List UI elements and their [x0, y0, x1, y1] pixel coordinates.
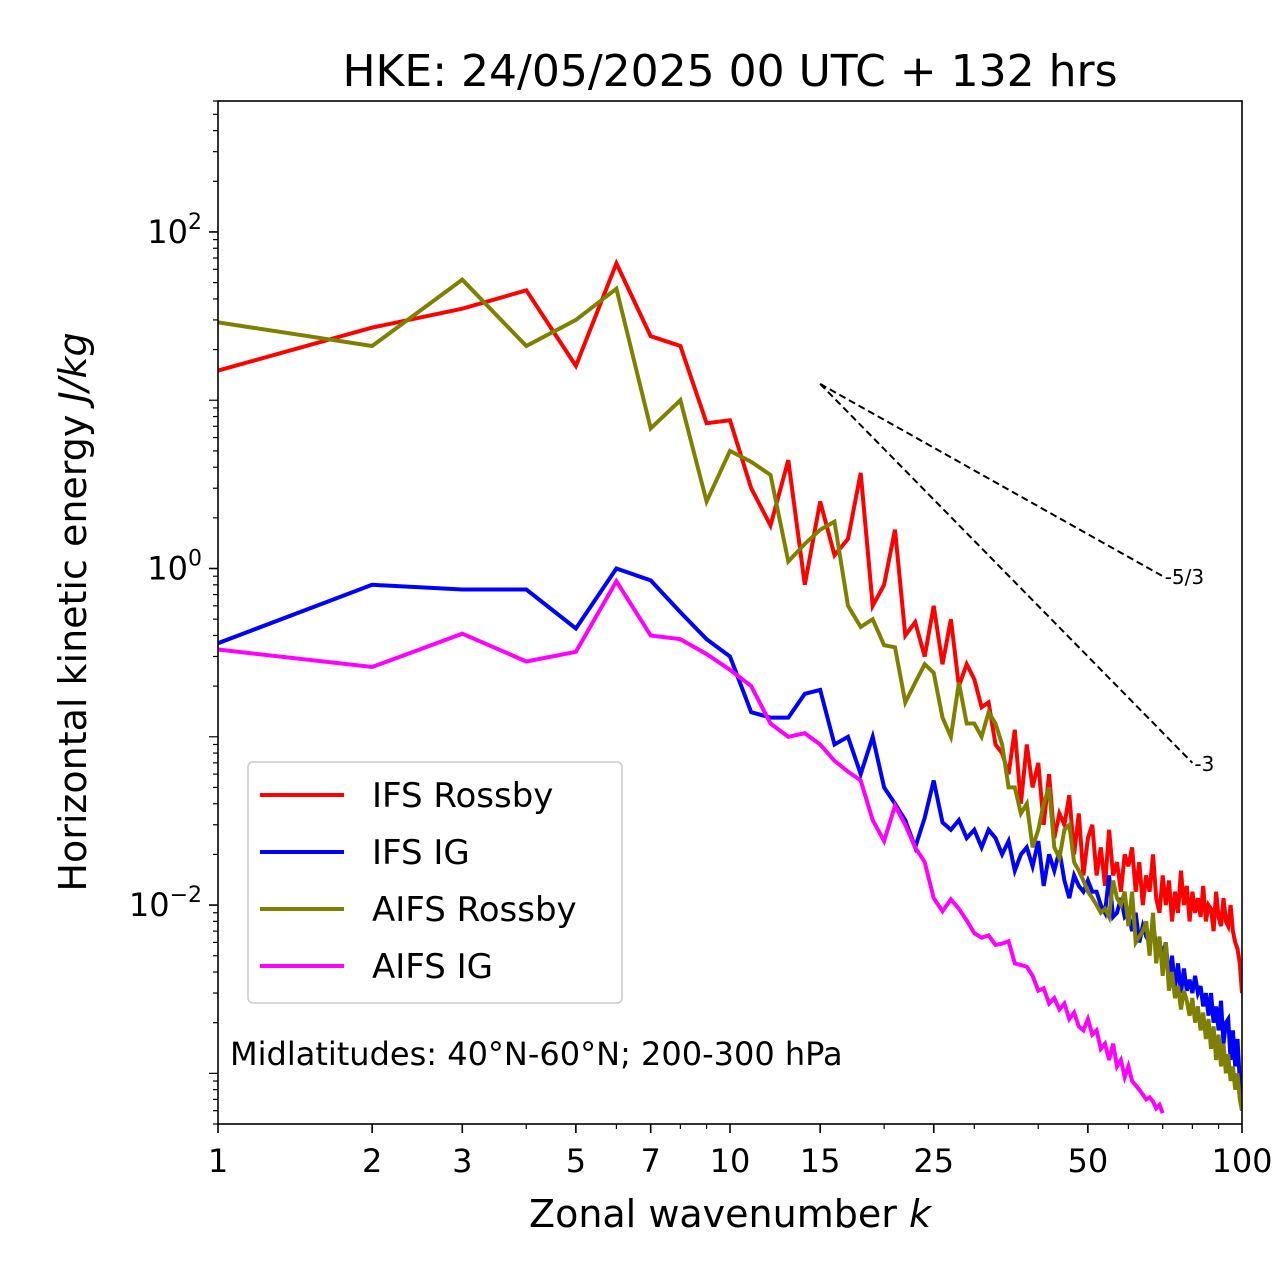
legend-box: [247, 761, 623, 1004]
legend-label: IFS IG: [372, 833, 470, 873]
reference-line-label: -5/3: [1165, 565, 1204, 589]
legend-label: AIFS Rossby: [372, 890, 577, 930]
legend: IFS Rossby IFS IG AIFS Rossby AIFS IG: [247, 761, 623, 1004]
y-tick-label: 100: [147, 547, 202, 588]
legend-label: AIFS IG: [372, 947, 493, 987]
axis-ticks: 1 2 3 5 7 10 15 25 50 100 102 100 10−2: [129, 100, 1273, 1180]
reference-line-3: [819, 383, 1194, 764]
chart-title: HKE: 24/05/2025 00 UTC + 132 hrs: [342, 46, 1117, 97]
x-tick-label: 100: [1211, 1142, 1272, 1180]
series-line-ifs-ig: [218, 566, 1242, 1111]
region-annotation: Midlatitudes: 40°N-60°N; 200-300 hPa: [230, 1035, 843, 1073]
x-tick-label: 5: [566, 1142, 586, 1180]
x-tick-label: 15: [800, 1142, 841, 1180]
series-line-aifs-ig: [218, 577, 1165, 1114]
x-tick-label: 50: [1068, 1142, 1109, 1180]
x-tick-label: 10: [710, 1142, 751, 1180]
y-tick-label: 102: [147, 210, 202, 251]
series-layer: [218, 258, 1242, 1114]
reference-lines: -5/3 -3: [819, 383, 1214, 776]
series-line-aifs-rossby: [218, 277, 1242, 1112]
x-tick-label: 1: [208, 1142, 228, 1180]
y-axis-title: Horizontal kinetic energy J/kg: [51, 332, 95, 891]
x-tick-label: 3: [452, 1142, 472, 1180]
legend-label: IFS Rossby: [372, 776, 553, 816]
y-tick-label: 10−2: [129, 883, 202, 924]
x-tick-label: 7: [641, 1142, 661, 1180]
x-tick-label: 25: [913, 1142, 954, 1180]
x-tick-label: 2: [362, 1142, 382, 1180]
reference-line-label: -3: [1194, 752, 1214, 776]
plot-frame: [217, 100, 1243, 1125]
x-axis-title: Zonal wavenumber k: [529, 1192, 933, 1236]
series-line-ifs-rossby: [218, 258, 1242, 994]
reference-line-5-3: [819, 383, 1164, 578]
